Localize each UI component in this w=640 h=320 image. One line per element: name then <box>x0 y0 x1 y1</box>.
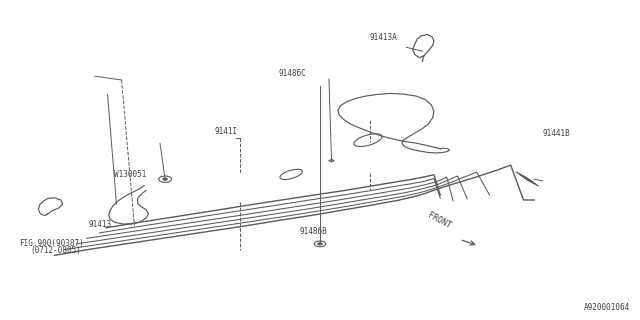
Text: 91486C: 91486C <box>278 69 306 78</box>
Text: 9141I: 9141I <box>214 127 237 136</box>
Text: 91441B: 91441B <box>543 129 570 138</box>
Text: 91486B: 91486B <box>300 227 327 236</box>
Text: 91413: 91413 <box>88 220 111 229</box>
Text: (0712-0805): (0712-0805) <box>31 246 81 255</box>
Text: W130051: W130051 <box>114 170 147 179</box>
Text: FRONT: FRONT <box>426 211 452 231</box>
Text: 91413A: 91413A <box>370 33 397 42</box>
Text: A920001064: A920001064 <box>584 303 630 312</box>
Circle shape <box>318 243 322 245</box>
Circle shape <box>163 178 167 180</box>
Text: FIG.900(90387): FIG.900(90387) <box>19 239 84 248</box>
